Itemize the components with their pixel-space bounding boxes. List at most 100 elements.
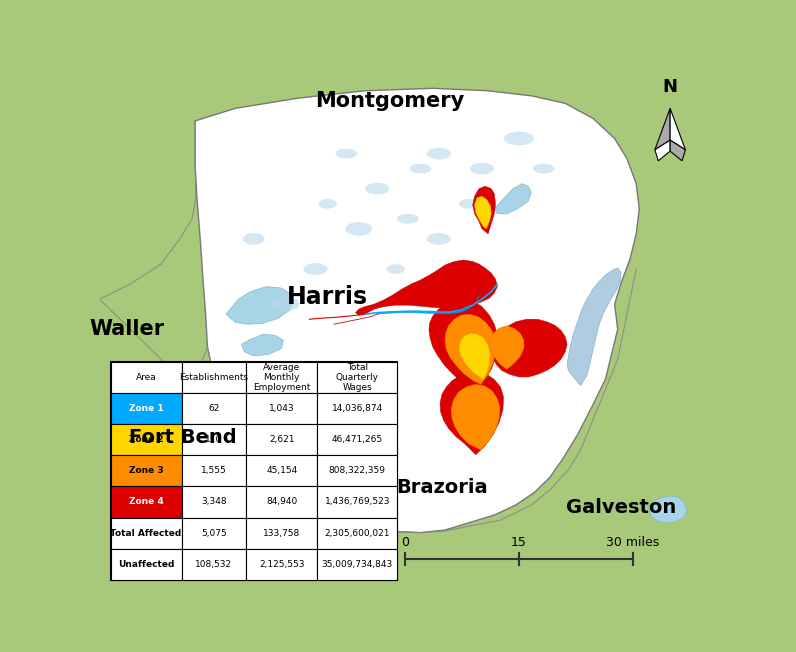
- Bar: [111, 548, 181, 580]
- Bar: [246, 455, 318, 486]
- Text: 2,305,600,021: 2,305,600,021: [325, 529, 390, 538]
- Text: Average
Monthly
Employment: Average Monthly Employment: [253, 363, 310, 393]
- Text: Montgomery: Montgomery: [314, 91, 464, 111]
- Bar: [181, 548, 246, 580]
- Bar: [181, 424, 246, 455]
- Polygon shape: [410, 164, 431, 173]
- Polygon shape: [319, 199, 337, 209]
- Bar: [246, 362, 318, 393]
- Polygon shape: [387, 264, 405, 274]
- Polygon shape: [670, 108, 685, 150]
- Bar: [111, 518, 181, 548]
- Text: 108,532: 108,532: [195, 559, 232, 569]
- Text: 3,348: 3,348: [201, 497, 227, 507]
- Text: 5,075: 5,075: [201, 529, 227, 538]
- Polygon shape: [494, 184, 531, 214]
- Bar: [318, 486, 397, 518]
- Bar: [111, 393, 181, 424]
- Bar: [181, 518, 246, 548]
- Polygon shape: [493, 319, 567, 377]
- Text: N: N: [662, 78, 677, 96]
- Polygon shape: [356, 260, 498, 315]
- Bar: [318, 393, 397, 424]
- Text: 46,471,265: 46,471,265: [332, 435, 383, 444]
- Bar: [318, 548, 397, 580]
- Bar: [111, 455, 181, 486]
- Text: 1,043: 1,043: [269, 404, 295, 413]
- Polygon shape: [427, 147, 451, 160]
- Text: Zone 2: Zone 2: [129, 435, 163, 444]
- Polygon shape: [336, 149, 357, 158]
- Text: Waller: Waller: [90, 319, 165, 339]
- Polygon shape: [490, 326, 524, 370]
- Polygon shape: [655, 140, 670, 161]
- Polygon shape: [243, 233, 265, 245]
- Polygon shape: [655, 108, 670, 150]
- Text: Area: Area: [135, 373, 157, 382]
- Text: 84,940: 84,940: [266, 497, 298, 507]
- Text: 2,621: 2,621: [269, 435, 295, 444]
- Polygon shape: [459, 333, 490, 379]
- Text: Unaffected: Unaffected: [118, 559, 174, 569]
- Bar: [246, 518, 318, 548]
- Polygon shape: [270, 297, 300, 312]
- Text: 2,125,553: 2,125,553: [259, 559, 305, 569]
- Polygon shape: [303, 263, 328, 275]
- Text: 62: 62: [209, 404, 220, 413]
- Bar: [111, 362, 397, 580]
- Polygon shape: [649, 496, 687, 522]
- Polygon shape: [377, 295, 479, 314]
- Bar: [318, 518, 397, 548]
- Text: 45,154: 45,154: [266, 466, 298, 475]
- Polygon shape: [345, 222, 373, 236]
- Bar: [318, 362, 397, 393]
- Polygon shape: [670, 140, 685, 161]
- Polygon shape: [241, 334, 283, 356]
- Bar: [181, 393, 246, 424]
- Polygon shape: [195, 88, 639, 533]
- Polygon shape: [440, 372, 504, 455]
- Polygon shape: [459, 199, 481, 209]
- Text: Total Affected: Total Affected: [111, 529, 181, 538]
- Polygon shape: [533, 164, 555, 173]
- Polygon shape: [429, 299, 498, 389]
- Bar: [181, 362, 246, 393]
- Text: Zone 1: Zone 1: [129, 404, 163, 413]
- Text: 14,036,874: 14,036,874: [332, 404, 383, 413]
- Bar: [318, 455, 397, 486]
- Bar: [246, 424, 318, 455]
- Text: 0: 0: [401, 536, 409, 549]
- Polygon shape: [470, 162, 494, 175]
- Bar: [318, 424, 397, 455]
- Polygon shape: [226, 287, 294, 324]
- Text: 110: 110: [205, 435, 223, 444]
- Text: 1,555: 1,555: [201, 466, 227, 475]
- Bar: [246, 486, 318, 518]
- Polygon shape: [567, 268, 621, 385]
- Text: Total
Quarterly
Wages: Total Quarterly Wages: [336, 363, 379, 393]
- Text: Zone 4: Zone 4: [129, 497, 163, 507]
- Polygon shape: [473, 186, 496, 234]
- Polygon shape: [427, 233, 451, 245]
- Polygon shape: [504, 132, 534, 145]
- Bar: [246, 548, 318, 580]
- Bar: [181, 455, 246, 486]
- Polygon shape: [445, 314, 496, 385]
- Bar: [111, 424, 181, 455]
- Text: 133,758: 133,758: [263, 529, 300, 538]
- Text: Galveston: Galveston: [566, 498, 676, 517]
- Bar: [246, 393, 318, 424]
- Text: 30 miles: 30 miles: [607, 536, 660, 549]
- Text: Harris: Harris: [287, 285, 369, 308]
- Polygon shape: [451, 385, 500, 450]
- Text: 15: 15: [511, 536, 527, 549]
- Polygon shape: [397, 214, 419, 224]
- Text: 1,436,769,523: 1,436,769,523: [325, 497, 390, 507]
- Polygon shape: [474, 196, 491, 229]
- Text: Establishments: Establishments: [179, 373, 248, 382]
- Text: 808,322,359: 808,322,359: [329, 466, 386, 475]
- Text: 35,009,734,843: 35,009,734,843: [322, 559, 393, 569]
- Text: Brazoria: Brazoria: [396, 478, 488, 497]
- Bar: [111, 362, 181, 393]
- Text: Fort Bend: Fort Bend: [129, 428, 236, 447]
